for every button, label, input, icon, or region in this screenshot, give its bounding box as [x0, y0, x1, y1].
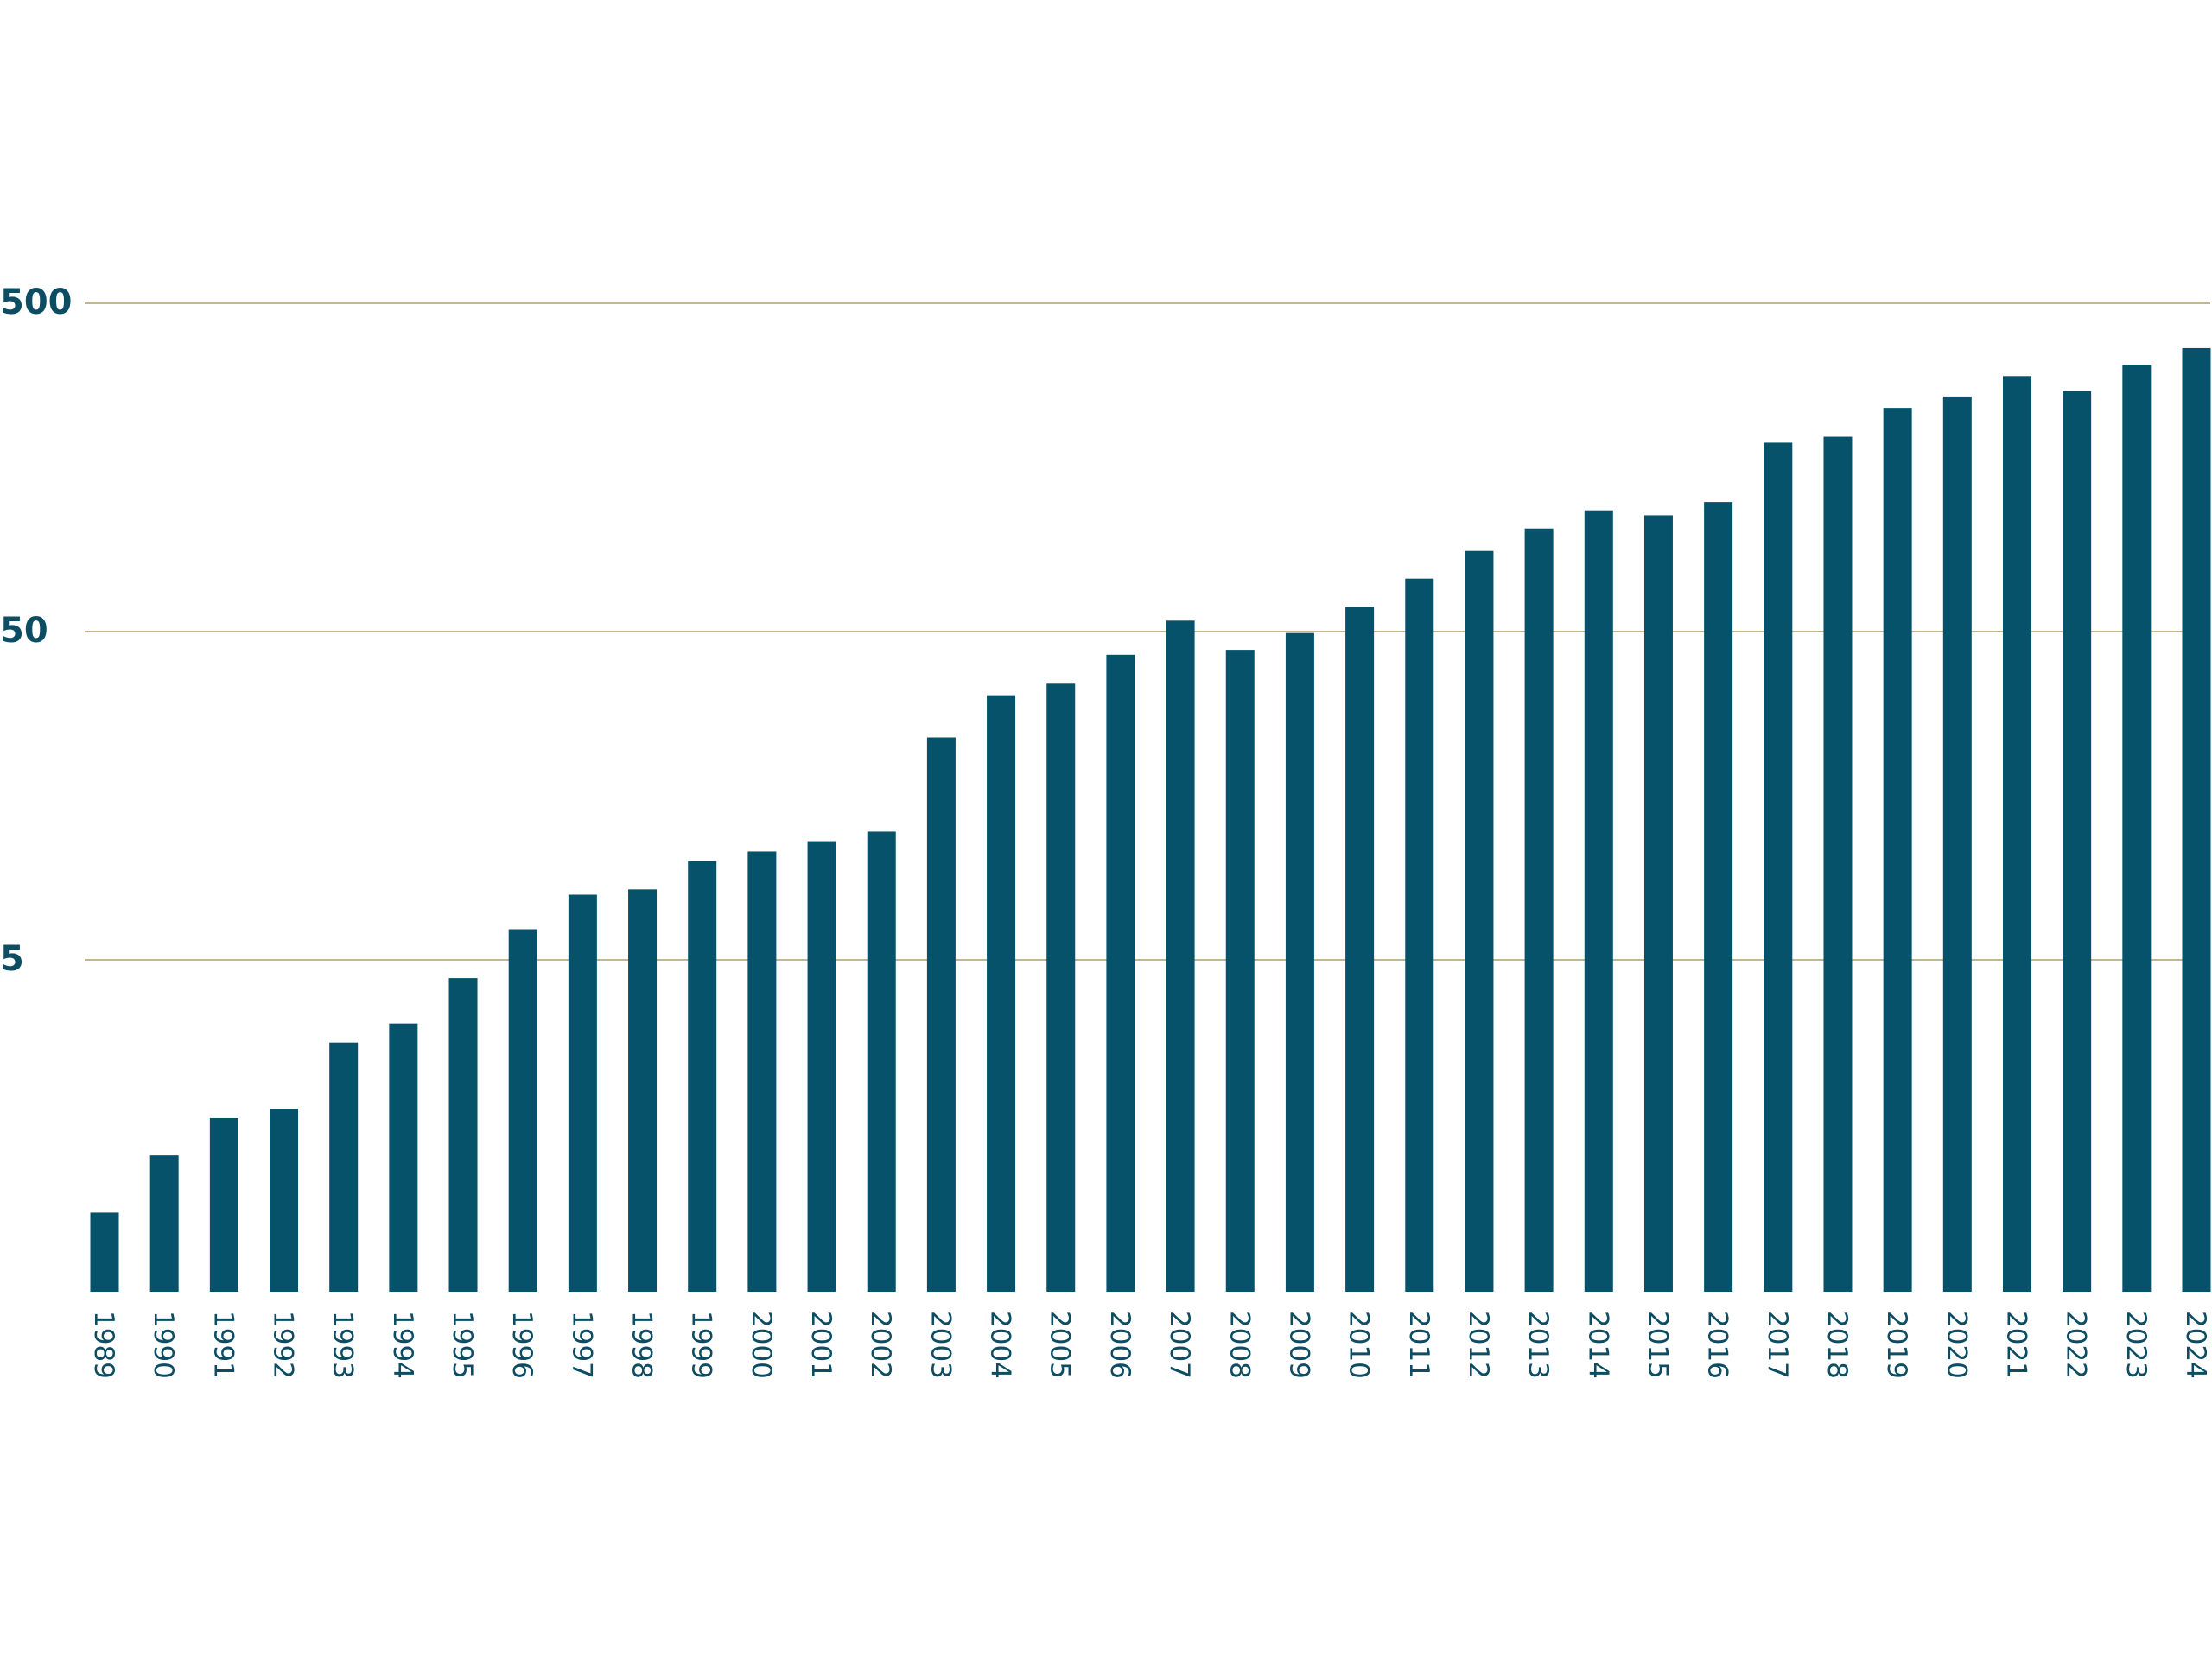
- bar-2009: [1285, 632, 1314, 1292]
- bar-1999: [688, 861, 717, 1292]
- bar-2018: [1823, 436, 1853, 1293]
- x-tick-label-2006: 2006: [1104, 1311, 1135, 1379]
- bar-2008: [1225, 650, 1255, 1292]
- y-tick-label: 50: [0, 611, 48, 651]
- bar-2022: [2063, 391, 2092, 1292]
- x-tick-label-2008: 2008: [1224, 1311, 1255, 1379]
- bar-2013: [1524, 528, 1554, 1292]
- x-tick-label-2001: 2001: [805, 1311, 836, 1379]
- x-tick-label-2020: 2020: [1941, 1311, 1972, 1379]
- y-axis-tick-labels: 5 50 500: [0, 283, 73, 979]
- x-tick-label-2013: 2013: [1522, 1311, 1554, 1379]
- bars: [90, 347, 2211, 1293]
- bar-2014: [1584, 510, 1613, 1292]
- bar-1990: [149, 1155, 179, 1292]
- x-tick-label-2021: 2021: [2000, 1311, 2031, 1379]
- bar-2019: [1883, 408, 1912, 1293]
- bar-2010: [1345, 607, 1375, 1292]
- bar-2024: [2182, 347, 2211, 1293]
- y-tick-label: 5: [0, 939, 24, 979]
- x-tick-label-1997: 1997: [566, 1311, 597, 1379]
- bar-2000: [747, 851, 777, 1292]
- x-tick-label-2011: 2011: [1403, 1311, 1434, 1379]
- x-tick-label-1995: 1995: [447, 1311, 478, 1379]
- bar-1996: [508, 929, 537, 1292]
- x-tick-label-2022: 2022: [2061, 1311, 2092, 1379]
- bar-2012: [1465, 550, 1494, 1292]
- bar-1989: [90, 1212, 119, 1292]
- x-tick-label-1998: 1998: [626, 1311, 658, 1379]
- x-tick-label-1990: 1990: [148, 1311, 179, 1379]
- bar-2017: [1764, 442, 1793, 1292]
- x-tick-label-2018: 2018: [1821, 1311, 1853, 1379]
- x-tick-label-2005: 2005: [1045, 1311, 1076, 1379]
- x-tick-label-1996: 1996: [506, 1311, 537, 1379]
- bar-1998: [628, 889, 658, 1292]
- bar-1992: [270, 1109, 299, 1292]
- bar-1994: [389, 1023, 418, 1292]
- x-tick-label-1991: 1991: [207, 1311, 238, 1379]
- x-tick-label-2010: 2010: [1344, 1311, 1375, 1379]
- x-tick-label-2023: 2023: [2120, 1311, 2152, 1379]
- x-tick-label-2007: 2007: [1164, 1311, 1195, 1379]
- bar-2007: [1166, 620, 1195, 1292]
- grid-lines: [85, 302, 2210, 961]
- x-tick-label-2012: 2012: [1463, 1311, 1494, 1379]
- x-tick-label-2014: 2014: [1582, 1311, 1613, 1379]
- bar-2004: [987, 695, 1016, 1292]
- x-tick-label-1989: 1989: [88, 1311, 119, 1379]
- x-tick-label-2009: 2009: [1283, 1311, 1314, 1379]
- x-tick-label-2015: 2015: [1642, 1311, 1673, 1379]
- x-tick-label-2019: 2019: [1881, 1311, 1912, 1379]
- bar-1997: [568, 894, 597, 1292]
- bar-2002: [867, 831, 896, 1292]
- x-tick-label-1999: 1999: [686, 1311, 717, 1379]
- bar-2001: [807, 841, 836, 1292]
- x-tick-label-2016: 2016: [1702, 1311, 1733, 1379]
- y-tick-label: 500: [0, 283, 73, 322]
- bar-1995: [448, 978, 478, 1292]
- x-axis-category-labels: 1989 1990 1991 1992 1993 1994 1995 1996 1997 1998…: [88, 1311, 2211, 1379]
- bar-2020: [1942, 396, 1972, 1293]
- x-tick-label-1992: 1992: [268, 1311, 299, 1379]
- bar-2015: [1643, 515, 1673, 1292]
- x-tick-label-2000: 2000: [746, 1311, 777, 1379]
- bar-1991: [209, 1117, 238, 1292]
- x-tick-label-1994: 1994: [387, 1311, 418, 1379]
- bar-2021: [2002, 376, 2031, 1293]
- x-tick-label-2002: 2002: [865, 1311, 896, 1379]
- x-tick-label-1993: 1993: [327, 1311, 359, 1379]
- bar-1993: [329, 1042, 359, 1292]
- bar-2006: [1106, 654, 1135, 1292]
- x-tick-label-2017: 2017: [1762, 1311, 1793, 1379]
- bar-2023: [2122, 365, 2152, 1293]
- x-tick-label-2003: 2003: [925, 1311, 956, 1379]
- x-tick-label-2004: 2004: [985, 1311, 1016, 1379]
- bar-2003: [926, 737, 956, 1292]
- x-tick-label-2024: 2024: [2180, 1311, 2211, 1379]
- bar-2016: [1704, 502, 1733, 1292]
- bar-2011: [1405, 578, 1434, 1292]
- bar-2005: [1046, 683, 1076, 1292]
